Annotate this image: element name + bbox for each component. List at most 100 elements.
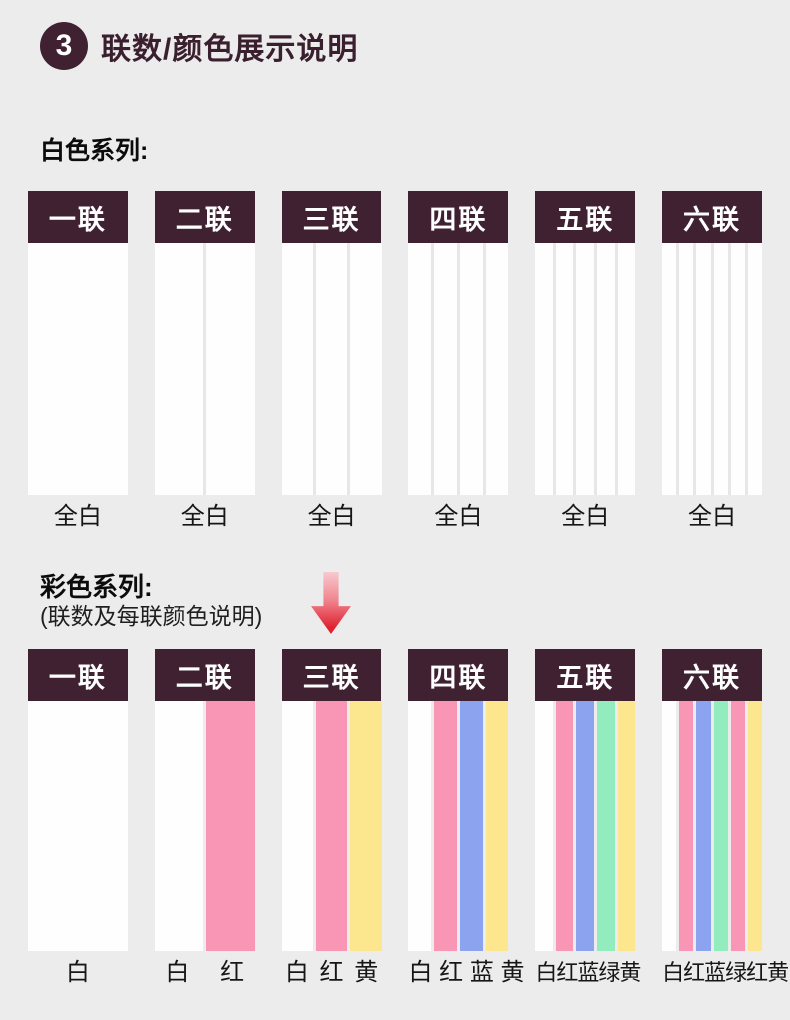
paper-strip-white (535, 701, 553, 951)
paper-strip-white (730, 243, 745, 495)
paper-strip-red (679, 701, 694, 951)
paper-strip-white (28, 243, 128, 495)
paper-strip-blue (576, 701, 594, 951)
paper-strip-white (485, 243, 509, 495)
white-series-row: 一联 全白 二联 全白 三联 全白 四联 全白 五联 全白 六联 (28, 191, 762, 532)
paper-strip-blue (459, 701, 483, 951)
column-header: 六联 (662, 191, 762, 243)
column-caption: 全白 (180, 503, 229, 530)
white-series-label: 白色系列: (40, 137, 149, 165)
paper-strip-red (555, 701, 574, 951)
column-header: 一联 (28, 191, 128, 243)
column-caption: 全白 (561, 503, 610, 530)
column-header: 六联 (662, 649, 762, 701)
section-number-badge: 3 (40, 22, 88, 70)
paper-strip-white (617, 243, 636, 495)
column-caption: 白 红 黄 (284, 959, 379, 986)
series-column: 四联 白 红 蓝 黄 (408, 649, 525, 988)
paper-strip-yellow (350, 701, 382, 951)
paper-strip-white (576, 243, 594, 495)
paper-strip-green (597, 701, 615, 951)
series-column: 五联 全白 (535, 191, 636, 532)
paper-strip-yellow (617, 701, 636, 951)
paper-strip-red (206, 701, 255, 951)
paper-strip-white (434, 243, 457, 495)
column-header: 一联 (28, 649, 128, 701)
section-header: 3 联数/颜色展示说明 (0, 0, 790, 70)
page-title: 联数/颜色展示说明 (101, 33, 359, 66)
paper-strip-red (434, 701, 457, 951)
series-column: 三联 白 红 黄 (281, 649, 382, 988)
strip-stack (281, 701, 382, 951)
column-caption: 白 红 蓝 黄 (408, 959, 525, 986)
column-caption: 白 (65, 959, 90, 986)
paper-strip-white (28, 701, 128, 951)
color-series-sublabel: (联数及每联颜色说明) (40, 603, 263, 629)
strip-stack (535, 243, 636, 495)
paper-strip-white (679, 243, 694, 495)
paper-strip-white (281, 701, 313, 951)
column-caption: 白红蓝绿红黄 (662, 960, 789, 985)
paper-strip-yellow (747, 701, 762, 951)
paper-strip-white (350, 243, 382, 495)
series-column: 一联 全白 (28, 191, 128, 532)
paper-strip-white (206, 243, 255, 495)
column-header: 三联 (281, 649, 382, 701)
paper-strip-white (408, 243, 432, 495)
color-series-row: 一联 白 二联 白 红 三联 白 红 黄 四联 白 红 蓝 黄 五联 白红蓝绿黄 (28, 649, 789, 988)
strip-stack (28, 243, 128, 495)
strip-stack (28, 701, 128, 951)
column-header: 五联 (535, 191, 636, 243)
paper-strip-red (315, 701, 348, 951)
paper-strip-white (597, 243, 615, 495)
series-column: 二联 全白 (154, 191, 255, 532)
column-caption: 白 红 (165, 959, 245, 986)
column-caption: 全白 (434, 503, 483, 530)
column-header: 二联 (154, 649, 255, 701)
series-column: 五联 白红蓝绿黄 (535, 649, 641, 988)
strip-stack (662, 243, 762, 495)
series-column: 二联 白 红 (154, 649, 255, 988)
series-column: 三联 全白 (281, 191, 382, 532)
paper-strip-white (154, 701, 204, 951)
paper-strip-white (662, 701, 677, 951)
strip-stack (154, 243, 255, 495)
column-header: 四联 (408, 191, 509, 243)
paper-strip-white (555, 243, 574, 495)
paper-strip-red (730, 701, 745, 951)
series-column: 六联 全白 (662, 191, 762, 532)
series-column: 四联 全白 (408, 191, 509, 532)
badge-number: 3 (55, 29, 73, 62)
strip-stack (154, 701, 255, 951)
paper-strip-white (662, 243, 677, 495)
strip-stack (281, 243, 382, 495)
column-header: 四联 (408, 649, 509, 701)
column-caption: 全白 (53, 503, 102, 530)
paper-strip-white (747, 243, 762, 495)
strip-stack (535, 701, 636, 951)
column-header: 二联 (154, 191, 255, 243)
paper-strip-white (535, 243, 553, 495)
paper-strip-white (408, 701, 432, 951)
paper-strip-white (459, 243, 483, 495)
paper-strip-white (281, 243, 313, 495)
column-caption: 白红蓝绿黄 (535, 960, 641, 985)
strip-stack (408, 701, 509, 951)
column-caption: 全白 (307, 503, 356, 530)
series-column: 一联 白 (28, 649, 128, 988)
series-column: 六联 白红蓝绿红黄 (662, 649, 789, 988)
column-caption: 全白 (688, 503, 737, 530)
strip-stack (408, 243, 509, 495)
paper-strip-white (315, 243, 348, 495)
paper-strip-white (696, 243, 711, 495)
paper-strip-blue (696, 701, 711, 951)
color-series-label: 彩色系列: (40, 572, 153, 602)
strip-stack (662, 701, 762, 951)
paper-strip-green (713, 701, 728, 951)
paper-strip-white (713, 243, 728, 495)
column-header: 三联 (281, 191, 382, 243)
paper-strip-white (154, 243, 204, 495)
column-header: 五联 (535, 649, 636, 701)
paper-strip-yellow (485, 701, 509, 951)
